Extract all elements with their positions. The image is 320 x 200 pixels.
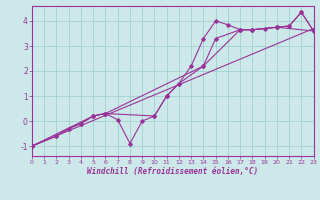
X-axis label: Windchill (Refroidissement éolien,°C): Windchill (Refroidissement éolien,°C) bbox=[87, 167, 258, 176]
